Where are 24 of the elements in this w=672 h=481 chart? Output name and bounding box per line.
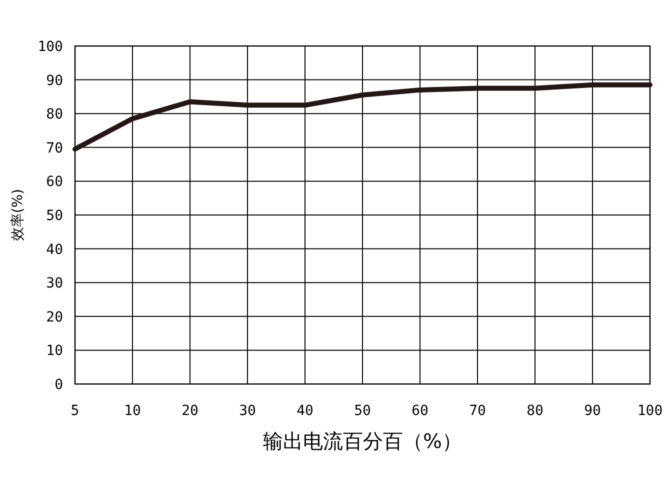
y-tick-label: 80 bbox=[46, 106, 63, 123]
y-axis-title: 效率(%) bbox=[10, 188, 26, 242]
y-tick-label: 20 bbox=[46, 309, 63, 326]
y-tick-label: 30 bbox=[46, 276, 63, 292]
y-tick-label: 40 bbox=[46, 242, 63, 258]
x-tick-label: 90 bbox=[584, 403, 601, 419]
y-tick-label: 10 bbox=[46, 343, 63, 360]
x-tick-label: 30 bbox=[239, 403, 256, 419]
x-tick-label: 5 bbox=[70, 403, 80, 419]
x-tick-label: 40 bbox=[296, 403, 314, 419]
x-axis-title: 输出电流百分百（%） bbox=[262, 429, 462, 453]
x-tick-label: 10 bbox=[124, 403, 141, 419]
y-tick-label: 50 bbox=[46, 208, 63, 224]
x-tick-label: 50 bbox=[354, 403, 371, 419]
y-tick-label: 90 bbox=[46, 72, 63, 89]
y-tick-label: 100 bbox=[38, 39, 63, 55]
y-tick-label: 70 bbox=[46, 140, 63, 156]
x-tick-label: 80 bbox=[526, 403, 544, 419]
x-tick-label: 20 bbox=[182, 403, 198, 419]
x-tick-label: 70 bbox=[469, 403, 486, 419]
x-tick-label: 60 bbox=[412, 403, 428, 419]
y-tick-label: 60 bbox=[46, 174, 63, 190]
x-tick-label: 100 bbox=[637, 403, 663, 419]
y-tick-label: 0 bbox=[54, 377, 63, 393]
